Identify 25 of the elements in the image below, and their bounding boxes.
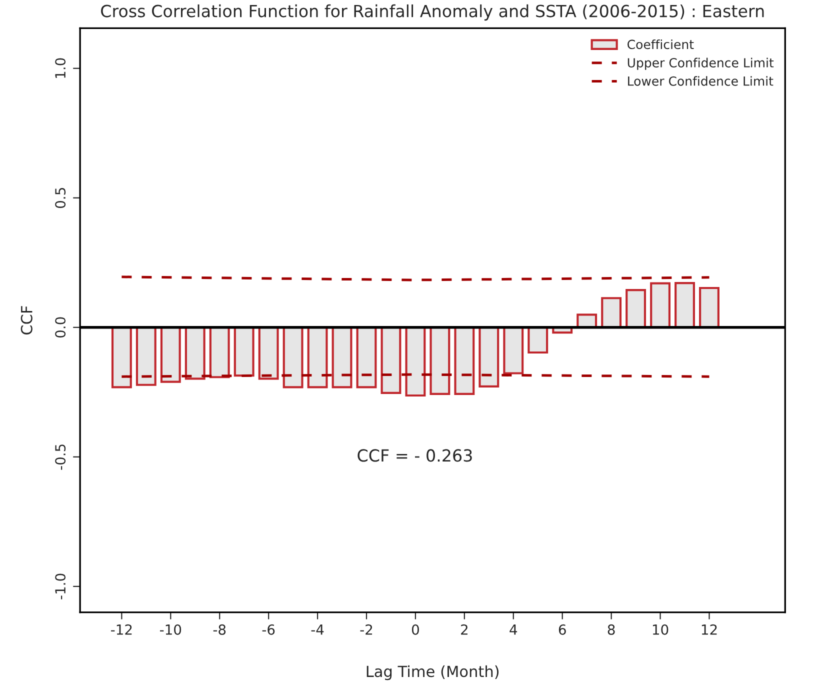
x-tick-label: -10 (160, 624, 182, 635)
x-tick-label: -8 (213, 624, 226, 635)
y-tick-label: 0.0 (55, 317, 66, 338)
x-tick-label: -2 (360, 624, 372, 635)
x-tick-label: 0 (412, 624, 419, 635)
legend-label: Upper Confidence Limit (628, 58, 774, 70)
y-tick-label: -1.0 (55, 574, 66, 600)
x-tick-label: -12 (111, 624, 132, 635)
legend-label: Coefficient (628, 39, 694, 50)
x-tick-label: 10 (652, 624, 668, 635)
chart-title: Cross Correlation Function for Rainfall Anomaly and SSTA (2006-2015) : Eastern (101, 4, 764, 21)
x-tick-label: 8 (608, 624, 615, 635)
annotation: CCF = - 0.263 (358, 449, 472, 462)
legend-label: Lower Confidence Limit (628, 76, 774, 86)
x-tick-label: -6 (262, 624, 275, 635)
y-axis-title: CCF (20, 306, 32, 334)
x-tick-label: 2 (461, 624, 468, 635)
x-tick-label: -4 (311, 624, 324, 635)
x-tick-label: 4 (510, 624, 518, 635)
y-tick-label: 0.5 (55, 188, 66, 208)
y-tick-label: -0.5 (55, 444, 66, 470)
x-axis-title: Lag Time (Month) (366, 665, 499, 680)
x-tick-label: 12 (702, 624, 717, 635)
y-tick-label: 1.0 (55, 58, 66, 78)
x-tick-label: 6 (558, 624, 566, 635)
